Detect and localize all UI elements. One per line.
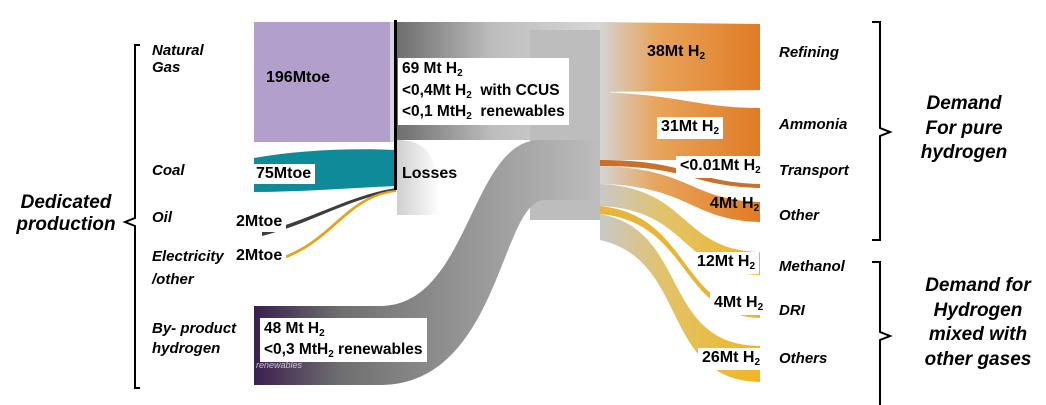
others-value: 26Mt H2 xyxy=(698,348,765,370)
electricity-flow xyxy=(262,190,396,265)
byproduct-hydrogen-box: 48 Mt H2 <0,3 MtH2 renewables xyxy=(260,318,427,362)
right-bracket-pure xyxy=(872,21,893,241)
conversion-divider xyxy=(394,20,397,190)
subscript: 2 xyxy=(713,126,720,137)
dedicated-total: 69 Mt H2 xyxy=(402,59,565,81)
subscript: 2 xyxy=(457,68,463,79)
group-line: Demand xyxy=(926,93,1002,114)
subscript: 2 xyxy=(699,51,706,62)
source-line-2: /other xyxy=(152,271,194,289)
group-line: Demand for xyxy=(925,275,1031,296)
methanol-value: 12Mt H2 xyxy=(693,252,760,274)
source-label-natural-gas: Natural Gas xyxy=(152,42,204,77)
byproduct-total: 48 Mt H xyxy=(264,320,320,337)
source-line-2: Gas xyxy=(152,59,181,77)
ccus-text: with CCUS xyxy=(471,81,560,99)
value-text: 31Mt H xyxy=(661,118,714,135)
source-label-byproduct: By- product hydrogen xyxy=(152,320,236,358)
demand-mixed-hydrogen-label: Demand for Hydrogen mixed with other gas… xyxy=(910,274,1046,373)
source-line-1: Electricity xyxy=(152,248,224,265)
oil-flow xyxy=(262,188,396,236)
source-line-2: hydrogen xyxy=(152,340,221,358)
left-bracket xyxy=(122,44,140,389)
renewables-text: renewables xyxy=(471,103,565,120)
source-label-coal: Coal xyxy=(152,162,185,179)
subscript: 2 xyxy=(328,349,334,360)
group-line: hydrogen xyxy=(920,142,1008,164)
destination-others: Others xyxy=(779,350,828,367)
value-text: 4Mt H xyxy=(714,294,758,311)
dedicated-production-label: Dedicated production xyxy=(6,192,126,236)
source-line-1: Oil xyxy=(152,209,173,226)
dri-flow xyxy=(600,206,760,318)
destination-ammonia: Ammonia xyxy=(779,116,848,133)
losses-label: Losses xyxy=(402,165,458,182)
dedicated-hydrogen-box: 69 Mt H2 <0,4Mt H2 with CCUS <0,1 MtH2 r… xyxy=(398,58,569,125)
value-text: 26Mt H xyxy=(702,349,755,366)
value-text: 38Mt H xyxy=(647,43,700,60)
dedicated-line-2: production xyxy=(16,213,116,235)
byproduct-renewables-text: renewables xyxy=(333,341,423,358)
dedicated-total-text: 69 Mt H xyxy=(402,60,458,77)
right-bracket-mixed xyxy=(872,261,893,405)
source-label-electricity: Electricity /other xyxy=(152,248,224,289)
group-line: other gases xyxy=(924,349,1032,371)
byproduct-renewables-value: <0,3 MtH xyxy=(264,341,329,358)
subscript: 2 xyxy=(466,111,472,122)
value-text: 4Mt H xyxy=(710,195,754,212)
refining-flow xyxy=(600,22,760,92)
byproduct-watermark: renewables xyxy=(256,360,303,370)
dedicated-line-1: Dedicated xyxy=(20,192,112,213)
destination-methanol: Methanol xyxy=(779,258,845,275)
renewables-value: <0,1 MtH xyxy=(402,103,467,120)
subscript: 2 xyxy=(466,89,472,101)
demand-pure-hydrogen-label: Demand For pure hydrogen xyxy=(904,92,1024,166)
subscript: 2 xyxy=(755,165,761,176)
source-line-1: By- product xyxy=(152,320,237,337)
source-label-oil: Oil xyxy=(152,209,172,226)
source-line-1: Coal xyxy=(152,162,185,179)
group-line: For pure xyxy=(925,117,1003,139)
destination-refining: Refining xyxy=(779,44,839,61)
subscript: 2 xyxy=(754,357,761,368)
oil-value: 2Mtoe xyxy=(232,212,287,233)
natural-gas-flow xyxy=(254,22,394,142)
other-flow xyxy=(600,166,760,222)
subscript: 2 xyxy=(753,203,760,214)
destination-transport: Transport xyxy=(779,162,849,179)
destination-other: Other xyxy=(779,207,820,224)
value-text: <0.01Mt H xyxy=(680,157,756,174)
losses-flow xyxy=(397,140,440,215)
ammonia-value: 31Mt H2 xyxy=(657,117,724,139)
source-line-1: Natural xyxy=(152,42,204,59)
others-flow xyxy=(600,214,760,382)
dedicated-ccus: <0,4Mt H2 with CCUS xyxy=(402,81,565,103)
other-value: 4Mt H2 xyxy=(706,194,763,216)
group-line: Hydrogen xyxy=(933,299,1023,321)
natural-gas-edge xyxy=(390,22,396,142)
group-line: mixed with xyxy=(928,324,1028,346)
subscript: 2 xyxy=(319,328,325,339)
dri-value: 4Mt H2 xyxy=(710,293,768,315)
value-text: 12Mt H xyxy=(697,253,750,270)
destination-dri: DRI xyxy=(779,302,805,319)
subscript: 2 xyxy=(749,261,756,272)
ccus-value: <0,4Mt H xyxy=(402,81,467,99)
coal-value: 75Mtoe xyxy=(252,164,316,185)
electricity-value: 2Mtoe xyxy=(232,246,287,267)
transport-value: <0.01Mt H2 xyxy=(676,156,765,178)
subscript: 2 xyxy=(757,302,764,313)
dedicated-renewables: <0,1 MtH2 renewables xyxy=(402,102,565,124)
natural-gas-value: 196Mtoe xyxy=(266,69,331,86)
refining-value: 38Mt H2 xyxy=(643,42,709,64)
